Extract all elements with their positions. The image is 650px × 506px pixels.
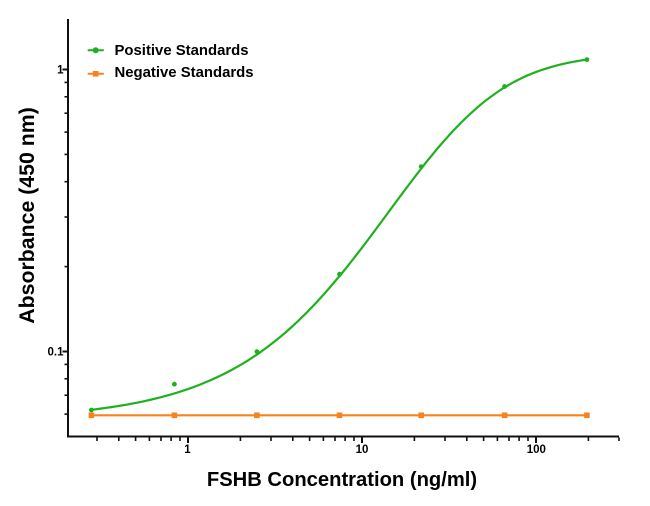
svg-text:1: 1 — [57, 65, 64, 77]
svg-text:100: 100 — [527, 444, 546, 456]
svg-text:10: 10 — [356, 444, 369, 456]
svg-text:FSHB Concentration (ng/ml): FSHB Concentration (ng/ml) — [207, 469, 477, 491]
svg-text:Absorbance (450 nm): Absorbance (450 nm) — [15, 107, 39, 324]
svg-text:1: 1 — [184, 444, 191, 456]
svg-text:0.1: 0.1 — [48, 347, 65, 359]
svg-text:Negative Standards: Negative Standards — [115, 65, 254, 81]
svg-text:Positive Standards: Positive Standards — [115, 43, 249, 59]
